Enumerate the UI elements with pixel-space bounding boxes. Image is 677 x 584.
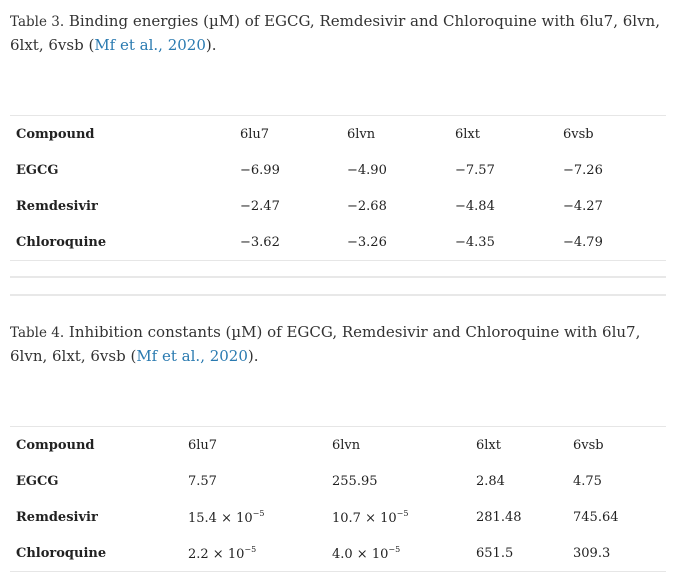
table-cell: −4.35 (455, 234, 495, 250)
citation-link[interactable]: Mf et al., 2020 (94, 36, 206, 54)
column-header: Compound (16, 126, 95, 142)
row-header: EGCG (16, 473, 59, 489)
section-divider (10, 294, 666, 296)
table-3-caption-text: Binding energies (µM) of EGCG, Remdesivi… (10, 12, 660, 54)
caption-end: ). (247, 347, 259, 365)
table-row: EGCG 7.57 255.95 2.84 4.75 (10, 463, 666, 499)
table-cell: −4.27 (563, 198, 603, 214)
column-header: 6lvn (332, 437, 361, 453)
table-cell: −3.26 (347, 234, 387, 250)
table-cell: 7.57 (188, 473, 217, 489)
table-cell: −2.47 (240, 198, 280, 214)
table-4-caption-text: Inhibition constants (µM) of EGCG, Remde… (10, 323, 641, 365)
cell-mantissa: 10.7 × 10 (332, 510, 397, 526)
cell-mantissa: 15.4 × 10 (188, 510, 253, 526)
table-row: Remdesivir −2.47 −2.68 −4.84 −4.27 (10, 188, 666, 224)
table-row: Chloroquine −3.62 −3.26 −4.35 −4.79 (10, 224, 666, 261)
row-header: Chloroquine (16, 545, 107, 561)
table-cell: −4.79 (563, 234, 603, 250)
table-4-label: Table 4. (10, 325, 65, 341)
row-header: Chloroquine (16, 234, 107, 250)
table-row: Chloroquine 2.2 × 10−5 4.0 × 10−5 651.5 … (10, 535, 666, 572)
row-header: Remdesivir (16, 509, 98, 525)
cell-exponent: −5 (396, 508, 409, 518)
inhibition-constants-table: Compound 6lu7 6lvn 6lxt 6vsb EGCG 7.57 2… (10, 426, 666, 572)
table-header-row: Compound 6lu7 6lvn 6lxt 6vsb (10, 427, 666, 464)
table-cell: 4.75 (573, 473, 602, 489)
binding-energies-table: Compound 6lu7 6lvn 6lxt 6vsb EGCG −6.99 … (10, 115, 666, 261)
table-header-row: Compound 6lu7 6lvn 6lxt 6vsb (10, 116, 666, 153)
cell-exponent: −5 (244, 544, 257, 554)
table-3-caption: Table 3. Binding energies (µM) of EGCG, … (10, 10, 665, 57)
table-cell: −7.57 (455, 162, 495, 178)
row-header: EGCG (16, 162, 59, 178)
table-cell: 309.3 (573, 545, 611, 561)
citation-link[interactable]: Mf et al., 2020 (136, 347, 248, 365)
cell-exponent: −5 (388, 544, 401, 554)
column-header: 6vsb (563, 126, 594, 142)
cell-mantissa: 2.2 × 10 (188, 546, 245, 562)
table-cell: 15.4 × 10−5 (182, 499, 326, 535)
column-header: 6vsb (573, 437, 604, 453)
column-header: Compound (16, 437, 95, 453)
table-cell: 10.7 × 10−5 (326, 499, 470, 535)
table-cell: 745.64 (573, 509, 619, 525)
column-header: 6lu7 (240, 126, 270, 142)
column-header: 6lxt (455, 126, 480, 142)
table-cell: 2.2 × 10−5 (182, 535, 326, 572)
table-row: Remdesivir 15.4 × 10−5 10.7 × 10−5 281.4… (10, 499, 666, 535)
section-divider (10, 276, 666, 278)
table-cell: −2.68 (347, 198, 387, 214)
column-header: 6lvn (347, 126, 376, 142)
cell-exponent: −5 (252, 508, 265, 518)
row-header: Remdesivir (16, 198, 98, 214)
table-cell: −3.62 (240, 234, 280, 250)
caption-end: ). (205, 36, 217, 54)
table-cell: 4.0 × 10−5 (326, 535, 470, 572)
table-row: EGCG −6.99 −4.90 −7.57 −7.26 (10, 152, 666, 188)
table-cell: −7.26 (563, 162, 603, 178)
table-cell: −4.90 (347, 162, 387, 178)
table-cell: −6.99 (240, 162, 280, 178)
table-3-label: Table 3. (10, 14, 65, 30)
column-header: 6lu7 (188, 437, 218, 453)
table-cell: 281.48 (476, 509, 522, 525)
table-cell: 2.84 (476, 473, 505, 489)
table-cell: −4.84 (455, 198, 495, 214)
cell-mantissa: 4.0 × 10 (332, 546, 389, 562)
column-header: 6lxt (476, 437, 501, 453)
table-cell: 255.95 (332, 473, 378, 489)
table-cell: 651.5 (476, 545, 514, 561)
table-4-caption: Table 4. Inhibition constants (µM) of EG… (10, 321, 665, 368)
